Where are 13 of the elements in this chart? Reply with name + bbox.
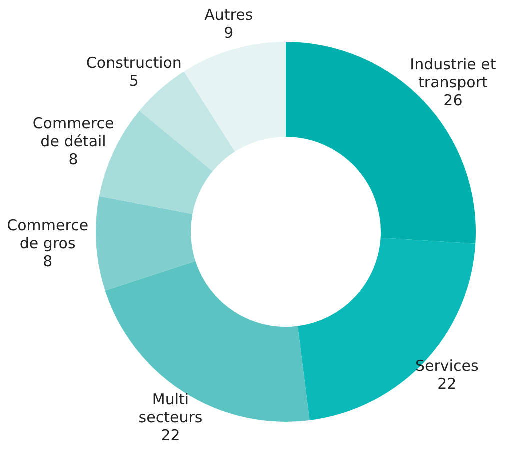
slice-label: Autres xyxy=(204,6,254,24)
data-label: 22 xyxy=(161,426,180,444)
slice-label: Commerce de détail xyxy=(32,114,114,151)
data-label: 5 xyxy=(129,72,139,90)
data-label: 9 xyxy=(224,24,234,42)
data-label: 22 xyxy=(438,374,457,393)
data-label: 26 xyxy=(444,92,463,110)
data-label: 8 xyxy=(68,150,78,169)
slice-label: Commerce de gros xyxy=(7,216,89,252)
data-label: 8 xyxy=(43,252,53,270)
slice-label: Industrie et transport xyxy=(410,56,496,92)
slice-label: Multi secteurs xyxy=(138,390,203,426)
slice-label: Construction xyxy=(86,54,182,72)
